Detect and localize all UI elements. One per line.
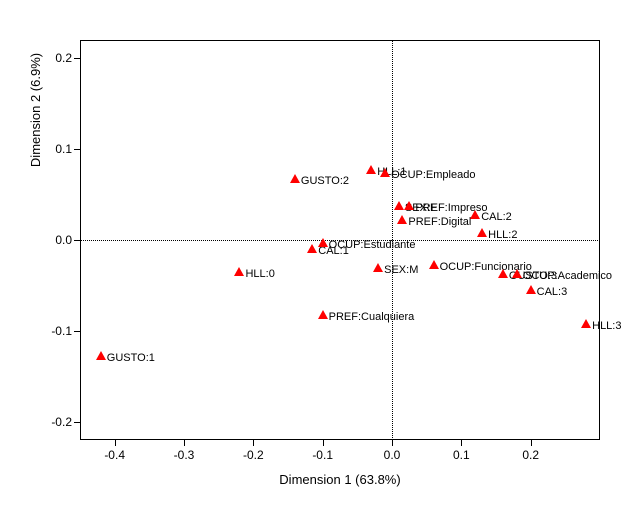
x-tick [253,440,254,446]
x-tick-label: 0.0 [384,448,401,462]
y-tick-label: 0.2 [44,51,72,65]
y-tick-label: 0.0 [44,233,72,247]
x-tick [184,440,185,446]
x-tick [115,440,116,446]
point-label: PREF:Cualquiera [329,311,415,323]
x-tick-label: 0.1 [453,448,470,462]
x-tick-label: -0.4 [104,448,125,462]
point-label: OCUP:Empleado [391,169,475,181]
y-tick [74,331,80,332]
y-tick-label: 0.1 [44,142,72,156]
scatter-point [397,215,407,224]
point-label: CAL:2 [481,211,512,223]
point-label: GUSTO:2 [301,175,349,187]
scatter-point [581,319,591,328]
scatter-point [512,269,522,278]
point-label: HLL:2 [488,229,517,241]
x-tick [531,440,532,446]
scatter-point [307,244,317,253]
x-tick [461,440,462,446]
y-tick [74,58,80,59]
scatter-point [470,210,480,219]
y-tick [74,149,80,150]
point-label: HLL:3 [592,320,621,332]
x-tick-label: -0.3 [174,448,195,462]
x-tick-label: -0.1 [312,448,333,462]
x-tick-label: 0.2 [522,448,539,462]
y-tick-label: -0.1 [44,324,72,338]
point-label: CAL:3 [537,286,568,298]
scatter-point [526,285,536,294]
scatter-point [366,165,376,174]
scatter-point [234,267,244,276]
scatter-point [394,201,404,210]
point-label: PREF:Digital [408,216,471,228]
point-label: OCUP:Academico [523,270,612,282]
scatter-point [498,269,508,278]
scatter-point [318,238,328,247]
y-axis-label: Dimension 2 (6.9%) [28,0,43,310]
scatter-point [290,174,300,183]
point-label: GUSTO:1 [107,352,155,364]
scatter-point [429,260,439,269]
y-tick [74,240,80,241]
y-tick [74,422,80,423]
x-axis-label: Dimension 1 (63.8%) [80,472,600,487]
scatter-point [373,263,383,272]
scatter-point [477,228,487,237]
scatter-point [96,351,106,360]
point-label: OCUP:Estudiante [329,239,416,251]
point-label: SEX:M [384,264,418,276]
y-tick-label: -0.2 [44,415,72,429]
chart-container: Dimension 1 (63.8%) Dimension 2 (6.9%) -… [0,0,630,520]
scatter-point [380,168,390,177]
x-tick [392,440,393,446]
x-tick-label: -0.2 [243,448,264,462]
x-tick [323,440,324,446]
scatter-point [404,201,414,210]
scatter-point [318,310,328,319]
point-label: HLL:0 [245,268,274,280]
